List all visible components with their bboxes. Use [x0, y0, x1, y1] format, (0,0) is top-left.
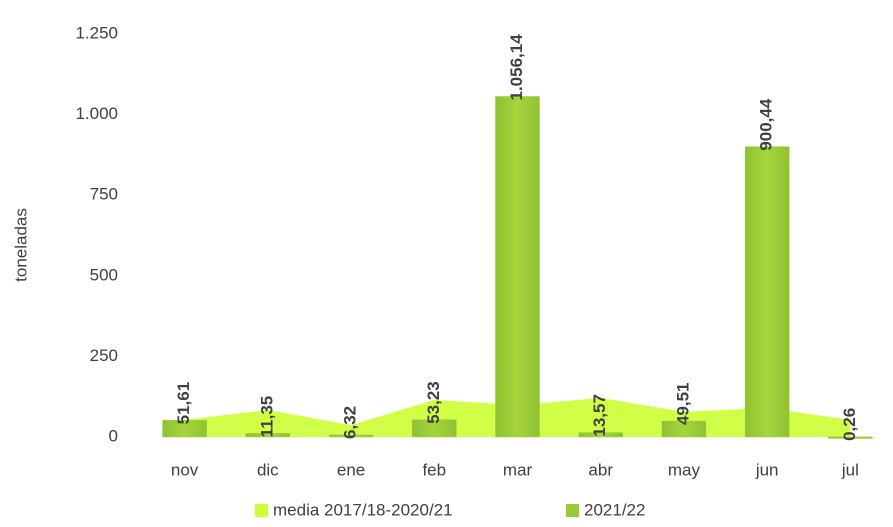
bar	[495, 96, 540, 438]
x-tick-label: mar	[503, 460, 533, 479]
x-tick-label: may	[668, 460, 701, 479]
y-tick-label: 250	[90, 346, 118, 365]
legend-swatch	[255, 504, 268, 517]
legend-swatch	[566, 504, 579, 517]
data-label: 0,26	[840, 408, 859, 441]
legend-label: media 2017/18-2020/21	[273, 500, 453, 519]
bar	[328, 434, 374, 438]
data-label: 6,32	[341, 406, 360, 439]
x-tick-label: ene	[337, 460, 365, 479]
bar	[162, 420, 207, 438]
bar	[245, 433, 291, 438]
x-tick-label: jun	[755, 460, 779, 479]
data-label: 53,23	[424, 381, 443, 424]
bar	[661, 420, 707, 438]
data-label: 11,35	[257, 396, 276, 438]
data-label: 49,51	[673, 382, 692, 425]
bar	[744, 146, 790, 438]
x-tick-label: nov	[171, 460, 199, 479]
x-tick-label: feb	[422, 460, 446, 479]
data-label: 13,57	[590, 394, 609, 437]
x-tick-label: jul	[841, 460, 859, 479]
bar	[828, 436, 873, 439]
data-label: 900,44	[757, 98, 776, 151]
y-tick-label: 750	[90, 185, 118, 204]
legend-label: 2021/22	[584, 500, 645, 519]
y-tick-label: 500	[90, 265, 118, 284]
y-tick-label: 1.250	[75, 23, 118, 42]
x-tick-label: dic	[257, 460, 279, 479]
data-label: 51,61	[174, 382, 193, 425]
data-label: 1.056,14	[507, 34, 526, 101]
y-axis-label: toneladas	[11, 208, 30, 282]
bar	[412, 419, 457, 438]
y-tick-label: 0	[109, 426, 118, 445]
y-tick-label: 1.000	[75, 104, 118, 123]
x-tick-label: abr	[588, 460, 613, 479]
bar	[578, 432, 623, 438]
